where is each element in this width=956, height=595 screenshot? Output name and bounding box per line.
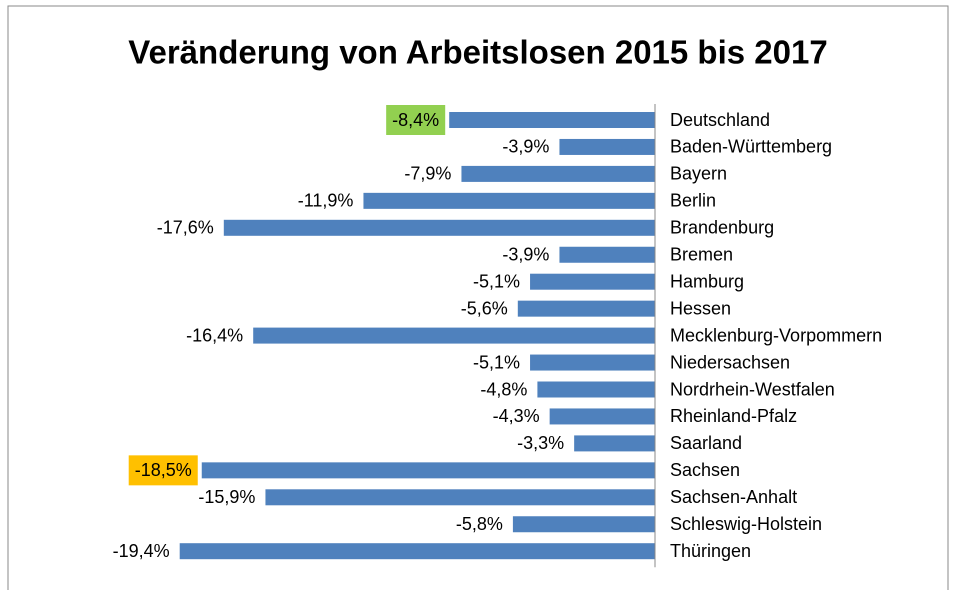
bar: [265, 489, 655, 506]
bar: [574, 435, 655, 452]
y-tick-label: Mecklenburg-Vorpommern: [670, 325, 882, 345]
data-label: -5,6%: [461, 298, 508, 318]
bar: [512, 516, 655, 533]
data-label: -8,4%: [392, 110, 439, 130]
y-tick-label: Saarland: [670, 433, 742, 453]
bar: [530, 273, 655, 290]
bar: [549, 408, 655, 425]
data-label: -18,5%: [135, 460, 192, 480]
data-label: -3,3%: [517, 433, 564, 453]
bar: [201, 462, 655, 479]
y-tick-label: Schleswig-Holstein: [670, 514, 822, 534]
bar: [179, 543, 655, 560]
label-backgrounds: [128, 105, 446, 486]
bar: [559, 138, 655, 155]
bar: [253, 327, 655, 344]
y-tick-label: Sachsen: [670, 460, 740, 480]
data-label: -17,6%: [157, 218, 214, 238]
y-tick-label: Nordrhein-Westfalen: [670, 379, 835, 399]
data-label: -3,9%: [502, 137, 549, 157]
data-label: -11,9%: [298, 191, 354, 211]
y-tick-label: Niedersachsen: [670, 352, 790, 372]
data-label: -16,4%: [186, 325, 243, 345]
y-tick-label: Thüringen: [670, 541, 751, 561]
data-label: -5,1%: [473, 271, 520, 291]
bar: [223, 219, 656, 236]
bar: [449, 112, 655, 128]
label-highlight: [128, 455, 198, 486]
bar: [461, 165, 655, 182]
label-highlight: [386, 105, 446, 135]
y-tick-label: Brandenburg: [670, 218, 774, 238]
data-label: -4,8%: [480, 379, 527, 399]
data-label: -15,9%: [198, 487, 255, 507]
y-tick-label: Bayern: [670, 164, 727, 184]
y-tick-label: Sachsen-Anhalt: [670, 487, 797, 507]
y-tick-label: Rheinland-Pfalz: [670, 406, 797, 426]
y-tick-label: Berlin: [670, 191, 716, 211]
bar: [363, 192, 655, 209]
bar: [530, 354, 655, 371]
data-label: -4,3%: [493, 406, 540, 426]
bar: [517, 300, 655, 317]
data-label: -5,8%: [456, 514, 503, 534]
chart-title: Veränderung von Arbeitslosen 2015 bis 20…: [128, 34, 827, 71]
bar: [537, 381, 655, 398]
y-tick-label: Hessen: [670, 298, 731, 318]
data-label: -7,9%: [404, 164, 451, 184]
bar: [559, 246, 655, 263]
y-tick-label: Deutschland: [670, 110, 770, 130]
y-tick-label: Hamburg: [670, 271, 744, 291]
data-label: -19,4%: [113, 541, 170, 561]
y-tick-label: Bremen: [670, 245, 733, 265]
data-label: -3,9%: [502, 245, 549, 265]
y-tick-label: Baden-Württemberg: [670, 137, 832, 157]
data-label: -5,1%: [473, 352, 520, 372]
